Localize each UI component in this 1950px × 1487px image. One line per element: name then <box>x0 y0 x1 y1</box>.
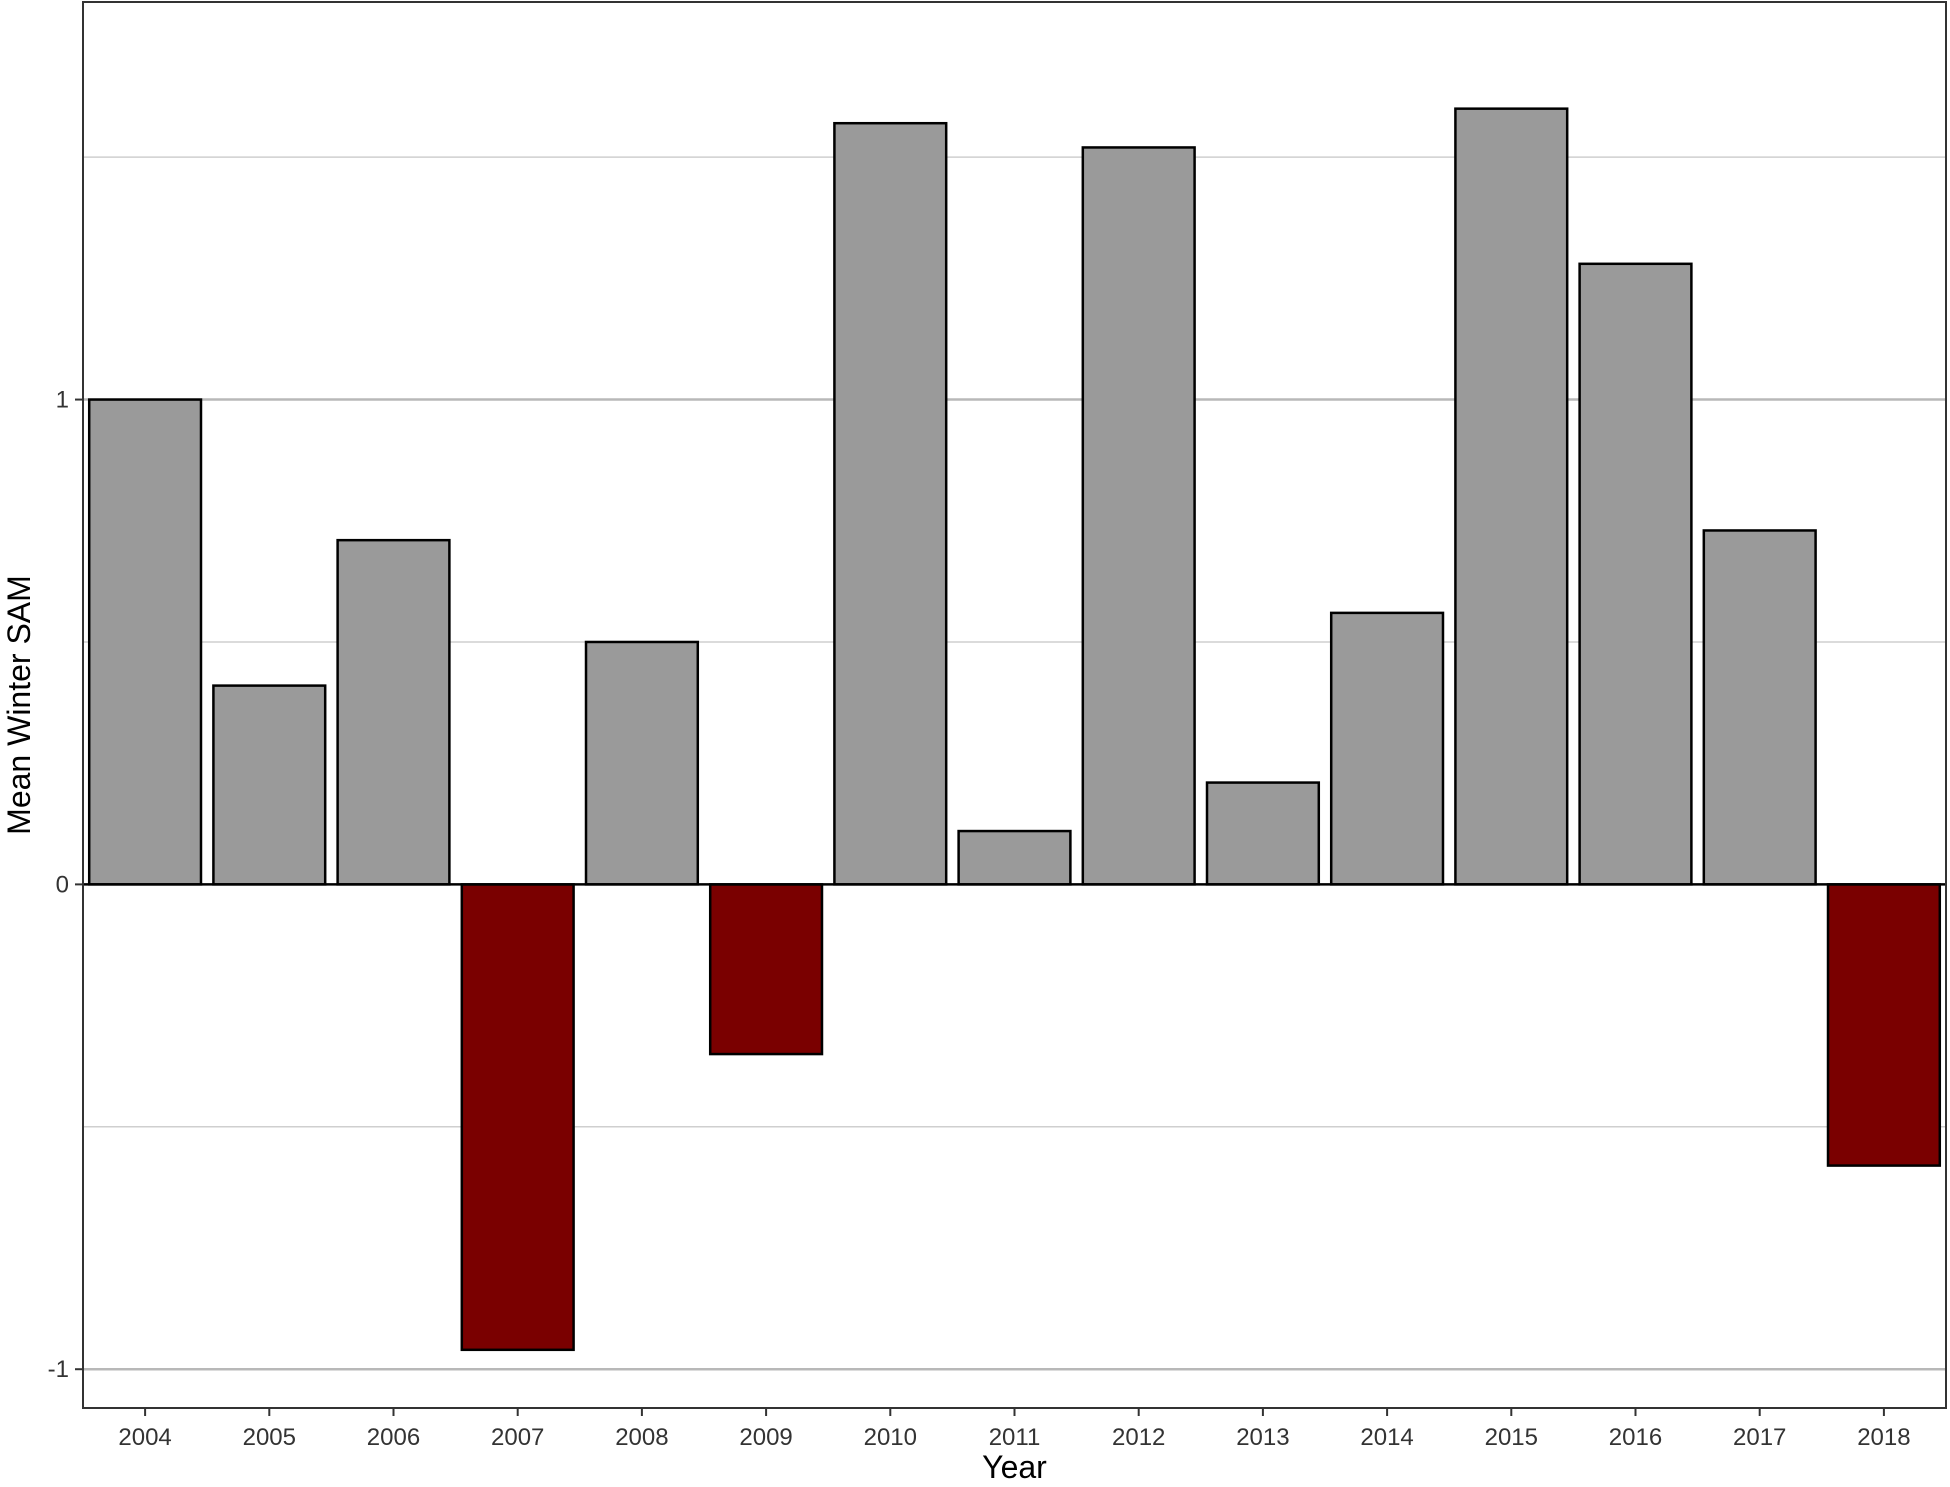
x-tick-label-2010: 2010 <box>864 1424 917 1451</box>
bar-2007 <box>460 883 575 1352</box>
x-tick-label-2018: 2018 <box>1857 1424 1910 1451</box>
x-axis-title: Year <box>982 1449 1047 1485</box>
bar-2009 <box>708 883 824 1056</box>
bar-2014 <box>1329 611 1445 886</box>
x-tick-label-2012: 2012 <box>1112 1424 1165 1451</box>
bar-2008 <box>584 640 700 886</box>
bar-2010 <box>833 121 948 886</box>
y-axis-title: Mean Winter SAM <box>1 575 37 835</box>
x-tick-label-2017: 2017 <box>1733 1424 1786 1451</box>
bar-2005 <box>212 684 327 886</box>
bar-2011 <box>957 829 1072 886</box>
y-tick-label-0: -1 <box>48 1356 69 1383</box>
bar-2018 <box>1826 883 1942 1167</box>
x-tick-label-2008: 2008 <box>615 1424 668 1451</box>
x-tick-label-2006: 2006 <box>367 1424 420 1451</box>
x-tick-label-2009: 2009 <box>739 1424 792 1451</box>
x-tick-label-2004: 2004 <box>118 1424 171 1451</box>
bars <box>87 107 1942 1352</box>
x-tick-label-2014: 2014 <box>1360 1424 1413 1451</box>
x-tick-label-2016: 2016 <box>1609 1424 1662 1451</box>
x-tick-label-2013: 2013 <box>1236 1424 1289 1451</box>
x-axis: 2004 2005 2006 2007 2008 2009 2010 2011 2012 2013… <box>118 1408 1911 1451</box>
y-tick-label-2: 1 <box>56 387 69 414</box>
x-tick-label-2011: 2011 <box>989 1424 1041 1451</box>
bar-2012 <box>1081 146 1196 886</box>
bar-2015 <box>1454 107 1569 886</box>
x-tick-label-2007: 2007 <box>491 1424 544 1451</box>
bar-2016 <box>1578 262 1693 886</box>
y-axis: -1 0 1 <box>48 387 83 1383</box>
bar-2006 <box>336 538 451 886</box>
y-tick-label-1: 0 <box>56 871 69 898</box>
bar-2017 <box>1702 529 1817 886</box>
x-tick-label-2015: 2015 <box>1485 1424 1538 1451</box>
bar-2004 <box>87 398 203 886</box>
bar-2013 <box>1205 781 1321 886</box>
x-tick-label-2005: 2005 <box>243 1424 296 1451</box>
